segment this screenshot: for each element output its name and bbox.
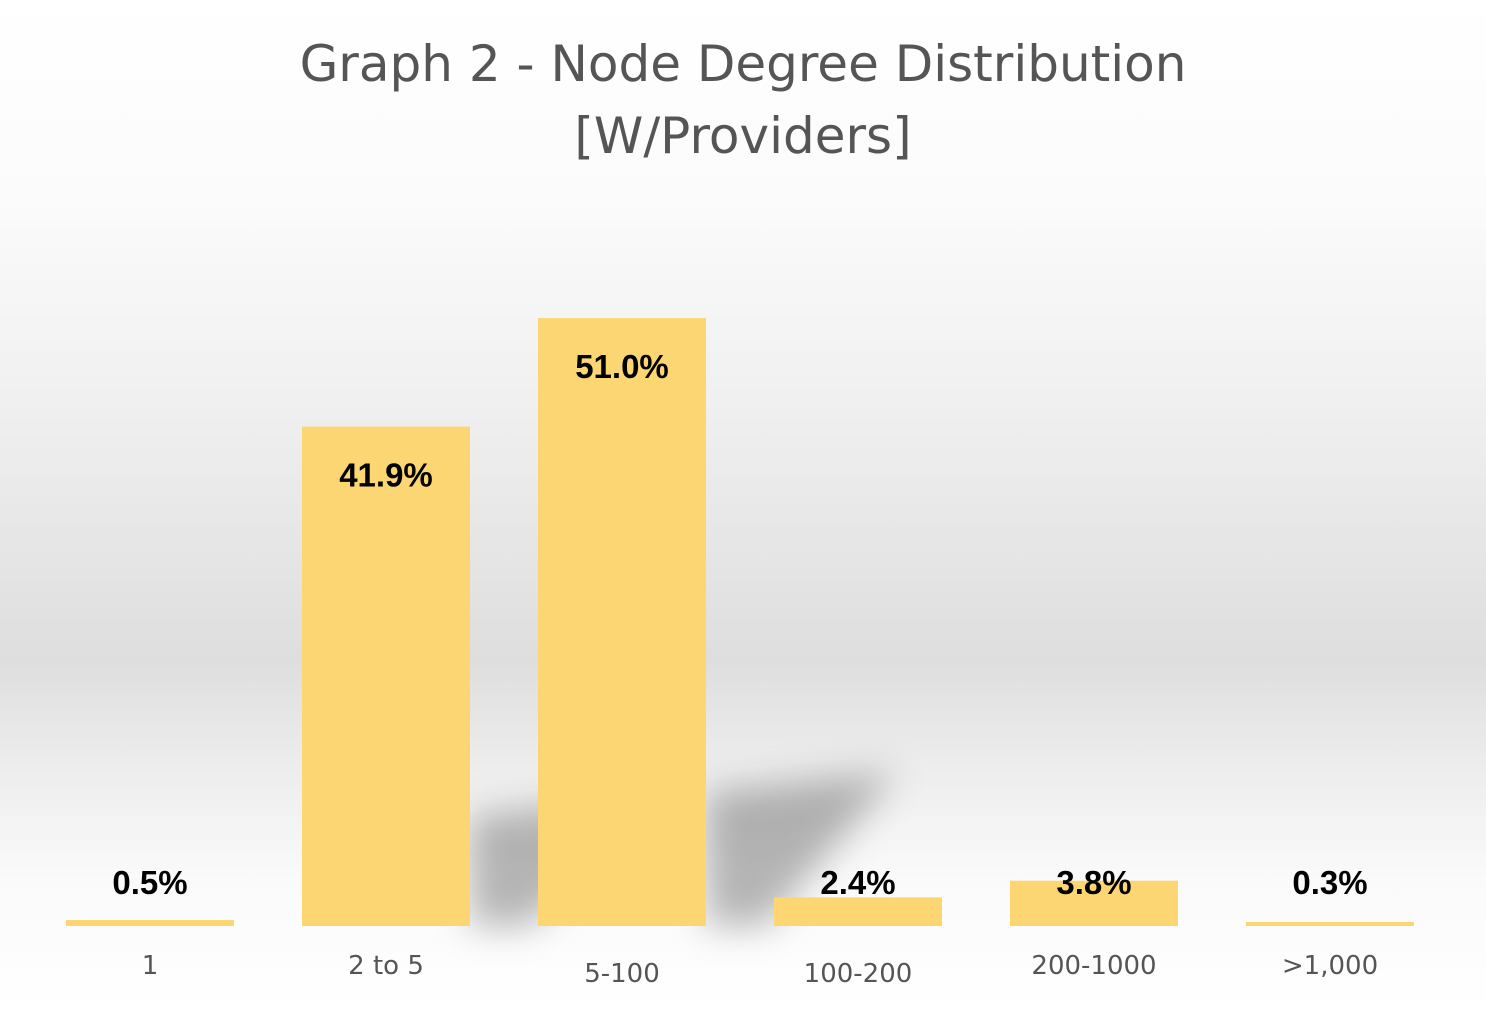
bar-shadow	[706, 772, 896, 926]
x-tick-label: 100-200	[804, 959, 913, 989]
bar	[66, 920, 234, 926]
data-label: 0.3%	[1292, 864, 1367, 901]
data-label: 51.0%	[575, 348, 669, 385]
bar	[1010, 880, 1178, 926]
chart-title-line: Graph 2 - Node Degree Distribution	[299, 35, 1187, 93]
x-tick-label: >1,000	[1282, 951, 1378, 981]
data-label: 3.8%	[1056, 864, 1131, 901]
data-label: 41.9%	[339, 457, 433, 494]
x-tick-label: 1	[142, 951, 159, 981]
x-tick-label: 200-1000	[1031, 951, 1156, 981]
bar	[774, 897, 942, 926]
x-axis-tick-labels: 1 2 to 5 5-100 100-200 200-1000 >1,000	[142, 951, 1378, 989]
bar	[302, 426, 470, 926]
x-tick-label: 5-100	[584, 959, 660, 989]
chart-title: Graph 2 - Node Degree Distribution [W/Pr…	[0, 28, 1486, 172]
bars	[66, 318, 1414, 927]
bar	[538, 318, 706, 927]
chart-subtitle: [W/Providers]	[574, 107, 912, 165]
bar	[1246, 922, 1414, 926]
data-label: 2.4%	[820, 864, 895, 901]
data-label: 0.5%	[112, 864, 187, 901]
x-tick-label: 2 to 5	[348, 951, 424, 981]
data-labels: 0.5% 41.9% 51.0% 2.4% 3.8% 0.3%	[112, 348, 1367, 901]
